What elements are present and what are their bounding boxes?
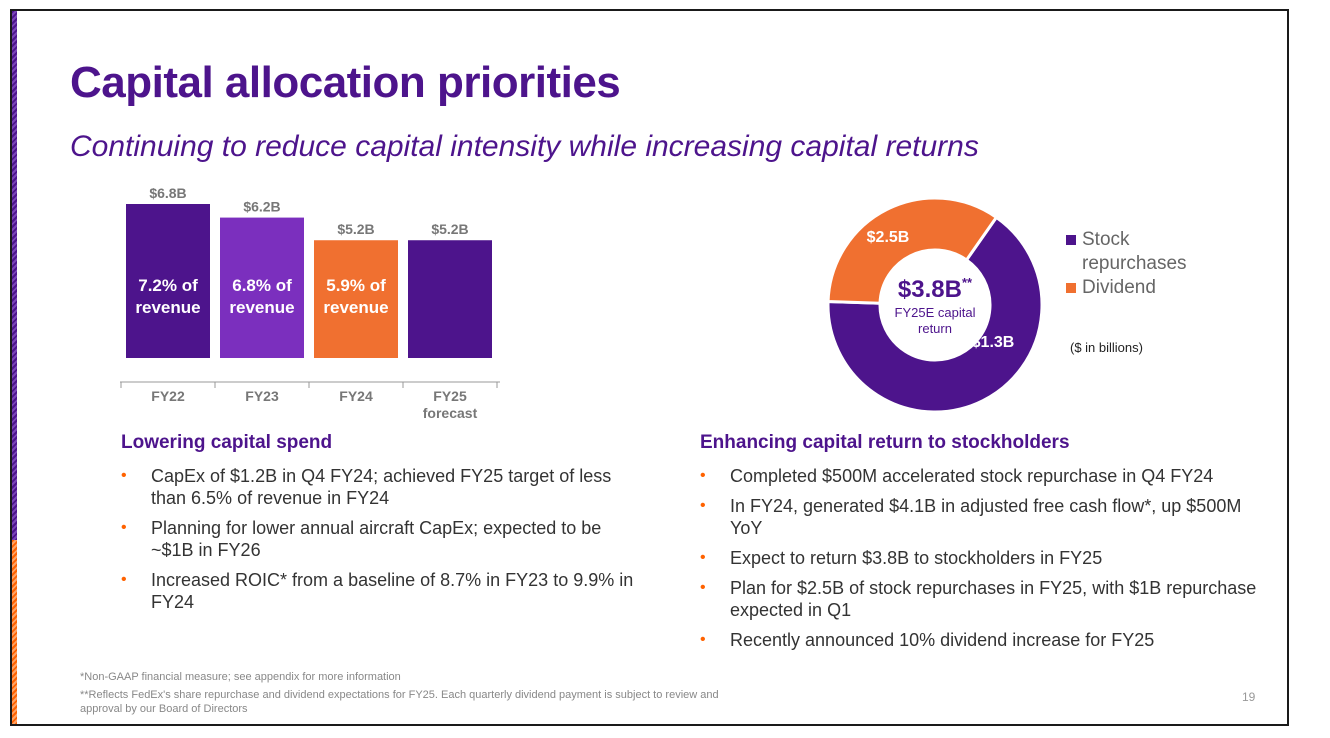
left-accent-stripe-orange — [12, 540, 17, 724]
right-bullet-item: Recently announced 10% dividend increase… — [700, 629, 1270, 651]
legend-swatch-dividend — [1066, 283, 1076, 293]
right-bullet-item: In FY24, generated $4.1B in adjusted fre… — [700, 495, 1270, 539]
left-bullet-list: CapEx of $1.2B in Q4 FY24; achieved FY25… — [121, 465, 641, 621]
x-tick-label: FY22 — [151, 388, 185, 404]
donut-layer: $2.5B $1.3B — [826, 196, 1044, 414]
right-bullet-item: Plan for $2.5B of stock repurchases in F… — [700, 577, 1270, 621]
x-tick-label: FY25 — [433, 388, 467, 404]
page-subtitle: Continuing to reduce capital intensity w… — [70, 130, 979, 163]
x-tick-label: FY24 — [339, 388, 373, 404]
donut-center-label-line-2: return — [918, 321, 952, 336]
donut-slice-1 — [826, 215, 1044, 414]
bar-layer: $6.8B 7.2% of revenue $6.2B 6.8% of revenue $5… — [126, 185, 492, 358]
donut-center-value: $3.8B** — [898, 275, 973, 303]
left-accent-stripe — [12, 11, 17, 724]
left-bullet-item: Increased ROIC* from a baseline of 8.7% … — [121, 569, 641, 613]
donut-slice-label: $2.5B — [867, 229, 910, 246]
donut-legend: Stock repurchases Dividend — [1066, 228, 1202, 300]
page-title: Capital allocation priorities — [70, 58, 621, 107]
left-bullet-item: CapEx of $1.2B in Q4 FY24; achieved FY25… — [121, 465, 641, 509]
capital-return-donut-chart: $2.5B $1.3B $3.8B** FY25E capital return — [826, 196, 1044, 414]
x-tick-label: FY23 — [245, 388, 279, 404]
bar-1 — [126, 204, 210, 358]
bar-3 — [314, 240, 398, 358]
legend-item-stock-repurchases: Stock repurchases — [1066, 228, 1202, 276]
legend-label-stock-repurchases: Stock repurchases — [1082, 229, 1187, 274]
right-bullet-item: Expect to return $3.8B to stockholders i… — [700, 547, 1270, 569]
left-bullet-item: Planning for lower annual aircraft CapEx… — [121, 517, 641, 561]
footnote-repurchase-expectations: **Reflects FedEx's share repurchase and … — [80, 689, 719, 715]
bar-2 — [220, 217, 304, 358]
donut-center-label-line-1: FY25E capital — [895, 305, 976, 320]
unit-note: ($ in billions) — [1070, 340, 1143, 355]
legend-label-dividend: Dividend — [1082, 277, 1156, 298]
bar-value-label: $6.2B — [243, 199, 280, 215]
bar-inner-label: 6.8% of — [232, 276, 292, 295]
donut-center-superscript: ** — [962, 275, 973, 290]
bar-inner-label: revenue — [323, 298, 388, 317]
right-section-heading: Enhancing capital return to stockholders — [700, 432, 1070, 453]
donut-slice-label: $1.3B — [972, 334, 1015, 351]
bar-value-label: $5.2B — [431, 221, 468, 237]
donut-slice-2 — [826, 196, 999, 305]
bar-4 — [408, 240, 492, 358]
left-section-heading: Lowering capital spend — [121, 432, 333, 453]
bar-inner-label: 7.2% of — [138, 276, 198, 295]
bar-value-label: $6.8B — [149, 185, 186, 201]
legend-item-dividend: Dividend — [1066, 276, 1202, 300]
x-tick-label: forecast — [423, 405, 478, 421]
right-bullet-list: Completed $500M accelerated stock repurc… — [700, 465, 1270, 659]
bar-inner-label: 5.9% of — [326, 276, 386, 295]
bar-value-label: $5.2B — [337, 221, 374, 237]
legend-swatch-stock-repurchases — [1066, 235, 1076, 245]
right-bullet-item: Completed $500M accelerated stock repurc… — [700, 465, 1270, 487]
page-number: 19 — [1242, 690, 1256, 704]
bar-inner-label: revenue — [135, 298, 200, 317]
bar-inner-label: revenue — [229, 298, 294, 317]
capex-bar-chart: $6.8B 7.2% of revenue $6.2B 6.8% of revenue $5… — [120, 185, 500, 421]
footnote-non-gaap: *Non-GAAP financial measure; see appendi… — [80, 671, 401, 683]
